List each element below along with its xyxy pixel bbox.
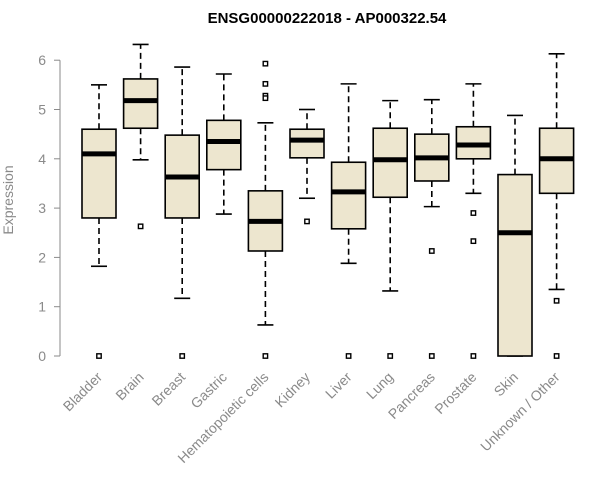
- x-tick-label: Bladder: [60, 369, 106, 415]
- outlier-point: [345, 353, 352, 359]
- outlier-point: [262, 80, 269, 87]
- box-iqr: [122, 78, 159, 130]
- outlier-point: [304, 218, 310, 225]
- y-axis-label: Expression: [0, 165, 16, 234]
- outlier-point: [470, 353, 477, 359]
- x-tick-label: Unknown / Other: [477, 369, 563, 455]
- box-liver: [330, 83, 367, 359]
- x-tick-label: Skin: [491, 369, 522, 400]
- outlier-point: [428, 248, 435, 254]
- box-iqr: [206, 119, 242, 171]
- outlier-point: [553, 297, 560, 304]
- y-tick-label: 1: [38, 299, 46, 315]
- box-pancreas: [413, 98, 450, 359]
- x-tick-label: Lung: [363, 369, 396, 402]
- box-iqr: [372, 127, 409, 199]
- outlier-point: [262, 353, 269, 359]
- x-tick-label: Prostate: [431, 369, 479, 417]
- y-tick-label: 4: [38, 151, 46, 167]
- box-gastric: [206, 73, 242, 215]
- box-iqr: [497, 173, 533, 357]
- box-lung: [372, 99, 409, 359]
- y-tick-label: 0: [38, 348, 46, 364]
- outlier-point: [387, 353, 394, 359]
- box-unknown-other: [538, 52, 575, 359]
- box-prostate: [455, 83, 492, 359]
- y-tick-label: 6: [38, 52, 46, 68]
- box-skin: [497, 114, 533, 357]
- box-kidney: [289, 108, 325, 225]
- box-breast: [164, 66, 200, 359]
- box-iqr: [289, 128, 325, 159]
- chart-title: ENSG00000222018 - AP000322.54: [208, 10, 447, 27]
- x-tick-label: Liver: [322, 369, 355, 402]
- x-tick-label: Breast: [148, 369, 188, 409]
- outlier-point: [428, 353, 435, 359]
- box-iqr: [81, 128, 117, 219]
- box-brain: [122, 43, 159, 230]
- y-axis: 0 1 2 3 4 5 6: [38, 52, 61, 364]
- y-tick-label: 5: [38, 102, 46, 118]
- outlier-point: [262, 95, 269, 102]
- y-tick-label: 2: [38, 249, 46, 265]
- x-tick-label: Brain: [112, 369, 146, 403]
- y-tick-label: 3: [38, 200, 46, 216]
- outlier-point: [179, 353, 186, 359]
- outlier-point: [553, 353, 560, 359]
- x-tick-label: Kidney: [272, 369, 314, 411]
- box-iqr: [330, 161, 367, 230]
- outlier-point: [96, 353, 102, 359]
- box-bladder: [81, 84, 117, 359]
- outlier-point: [137, 223, 144, 230]
- boxes-group: [81, 43, 575, 359]
- box-hematopoietic-cells: [247, 60, 284, 359]
- outlier-point: [470, 238, 477, 245]
- outlier-point: [470, 210, 477, 216]
- outlier-point: [262, 60, 269, 67]
